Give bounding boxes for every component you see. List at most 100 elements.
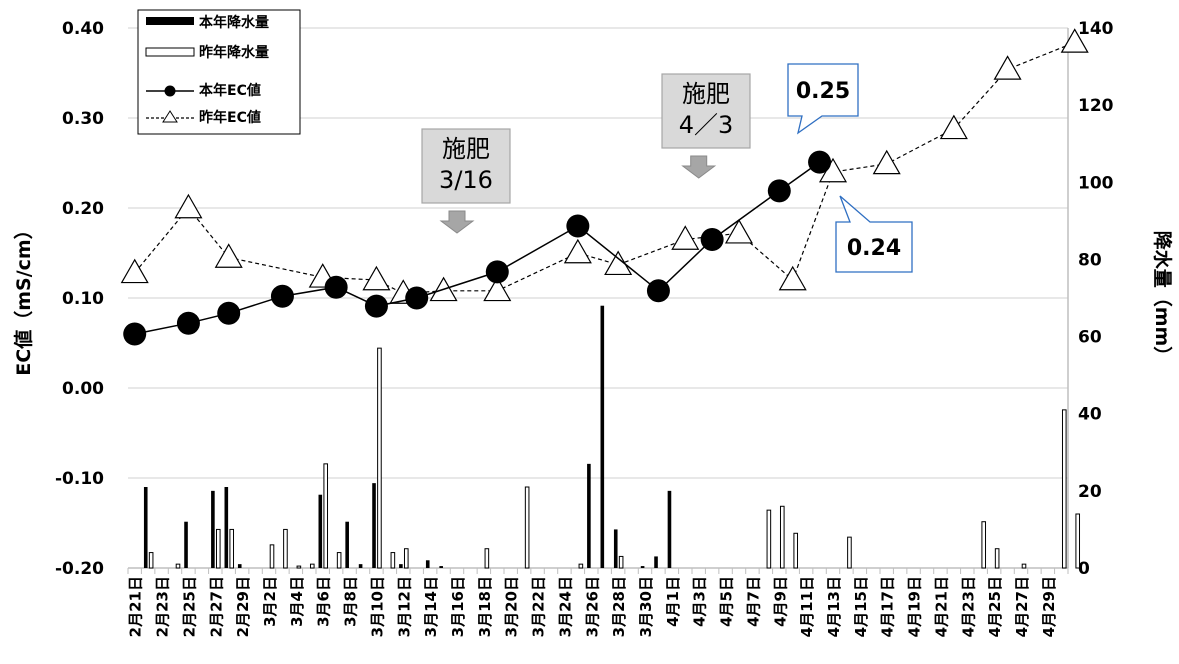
point-current-year xyxy=(405,286,429,310)
y2-tick-label: 80 xyxy=(1078,250,1102,270)
legend-marker-current-ec xyxy=(164,85,176,97)
x-tick-label: 4月9日 xyxy=(771,576,789,627)
bar-previous-year xyxy=(484,548,490,569)
x-tick-label: 4月7日 xyxy=(744,576,762,627)
legend-box xyxy=(137,9,301,135)
bar-current-year xyxy=(237,564,242,568)
point-current-year xyxy=(566,214,590,238)
x-tick-label: 2月21日 xyxy=(127,576,145,637)
callout-current-year xyxy=(787,63,859,135)
bar-current-year xyxy=(587,463,591,568)
x-tick-label: 3月26日 xyxy=(583,576,601,637)
x-tick-label: 2月25日 xyxy=(180,576,198,637)
bar-previous-year xyxy=(779,505,785,569)
bar-previous-year xyxy=(229,528,235,569)
y2-tick-label: 100 xyxy=(1078,173,1114,193)
bar-current-year xyxy=(143,487,148,568)
point-previous-year xyxy=(939,114,968,140)
bars-previous-year xyxy=(148,347,1081,569)
bar-current-year xyxy=(600,305,605,568)
y-tick-label: 0.40 xyxy=(62,19,104,39)
x-tick-label: 4月19日 xyxy=(906,576,924,637)
point-previous-year xyxy=(483,276,512,302)
bar-current-year xyxy=(667,490,672,568)
line-previous-year-ec xyxy=(120,28,1089,304)
point-current-year xyxy=(646,279,670,303)
x-tick-label: 3月30日 xyxy=(637,576,655,637)
bar-previous-year xyxy=(994,548,1000,569)
fertilizer-box xyxy=(661,73,751,149)
bar-previous-year xyxy=(323,463,329,569)
y2-tick-label: 120 xyxy=(1078,96,1114,116)
point-previous-year xyxy=(214,243,243,268)
x-tick-label: 3月28日 xyxy=(610,576,628,637)
x-tick-label: 3月16日 xyxy=(449,576,467,637)
bar-previous-year xyxy=(578,563,584,569)
point-current-year xyxy=(217,301,241,325)
fertilizer-label: 3/16 xyxy=(439,166,493,194)
bar-previous-year xyxy=(793,532,799,569)
x-tick-label: 3月14日 xyxy=(422,576,440,637)
bar-previous-year xyxy=(390,552,396,569)
point-current-year xyxy=(364,294,388,318)
x-axis: 2月21日 2月23日 2月25日 2月27日 2月29日 3月2日 3月4日 3月6日 3月8… xyxy=(127,576,1058,637)
y-tick-label: 0.20 xyxy=(62,199,104,219)
legend-swatch-previous-rain xyxy=(145,47,195,57)
bar-current-year xyxy=(613,529,618,568)
point-previous-year xyxy=(993,55,1022,80)
bar-current-year xyxy=(372,483,376,568)
legend-marker-previous-ec xyxy=(162,110,178,123)
x-tick-label: 4月27日 xyxy=(1013,576,1031,637)
bar-previous-year xyxy=(336,552,342,569)
y-tick-label: 0.00 xyxy=(62,379,104,399)
fertilizer-annotations: 施肥 3/16 施肥 4／3 xyxy=(421,73,751,234)
fertilizer-label: 施肥 xyxy=(682,80,730,108)
point-previous-year xyxy=(724,218,754,244)
x-tick-label: 4月5日 xyxy=(718,576,736,627)
x-tick-label: 4月1日 xyxy=(664,576,682,627)
bar-previous-year xyxy=(524,486,530,569)
y2-tick-label: 60 xyxy=(1078,328,1102,348)
bar-current-year xyxy=(211,490,215,568)
x-tick-label: 4月11日 xyxy=(798,576,816,637)
legend-label: 本年降水量 xyxy=(199,14,269,31)
bar-previous-year xyxy=(175,563,181,569)
bar-current-year xyxy=(184,521,188,568)
x-tick-label: 4月23日 xyxy=(959,576,977,637)
y2-axis-title: 降水量（mm） xyxy=(1151,231,1174,366)
x-tick-label: 3月6日 xyxy=(315,576,333,627)
bar-previous-year xyxy=(148,552,154,569)
legend-label: 昨年降水量 xyxy=(199,44,269,61)
point-current-year xyxy=(270,284,294,308)
point-previous-year xyxy=(778,265,807,291)
y-tick-label: -0.20 xyxy=(55,559,104,579)
y2-tick-label: 20 xyxy=(1078,482,1102,502)
bar-previous-year xyxy=(1021,563,1027,569)
x-tick-label: 3月18日 xyxy=(476,576,494,637)
bar-previous-year xyxy=(296,565,302,569)
bars-current-year xyxy=(143,305,672,568)
point-current-year xyxy=(324,275,348,299)
y2-tick-label: 140 xyxy=(1078,19,1114,39)
x-tick-label: 4月21日 xyxy=(932,576,950,637)
bar-previous-year xyxy=(377,347,382,569)
bar-previous-year xyxy=(981,521,987,569)
point-current-year xyxy=(700,228,724,251)
bar-current-year xyxy=(399,564,403,568)
bar-previous-year xyxy=(1075,513,1081,569)
x-tick-label: 3月20日 xyxy=(503,576,521,637)
bar-previous-year xyxy=(215,528,221,569)
fertilizer-box xyxy=(421,128,511,204)
legend-swatch-current-rain xyxy=(146,17,194,25)
y-axis-left: 0.40 0.30 0.20 0.10 0.00 -0.10 -0.20 xyxy=(55,19,104,579)
down-arrow-icon xyxy=(439,210,475,234)
x-tick-label: 4月17日 xyxy=(879,576,897,637)
bar-current-year xyxy=(439,566,443,568)
fertilizer-label: 施肥 xyxy=(442,135,490,163)
bar-previous-year xyxy=(618,555,624,569)
x-tick-label: 2月23日 xyxy=(154,576,172,637)
point-previous-year xyxy=(362,265,391,291)
point-current-year xyxy=(176,311,200,335)
